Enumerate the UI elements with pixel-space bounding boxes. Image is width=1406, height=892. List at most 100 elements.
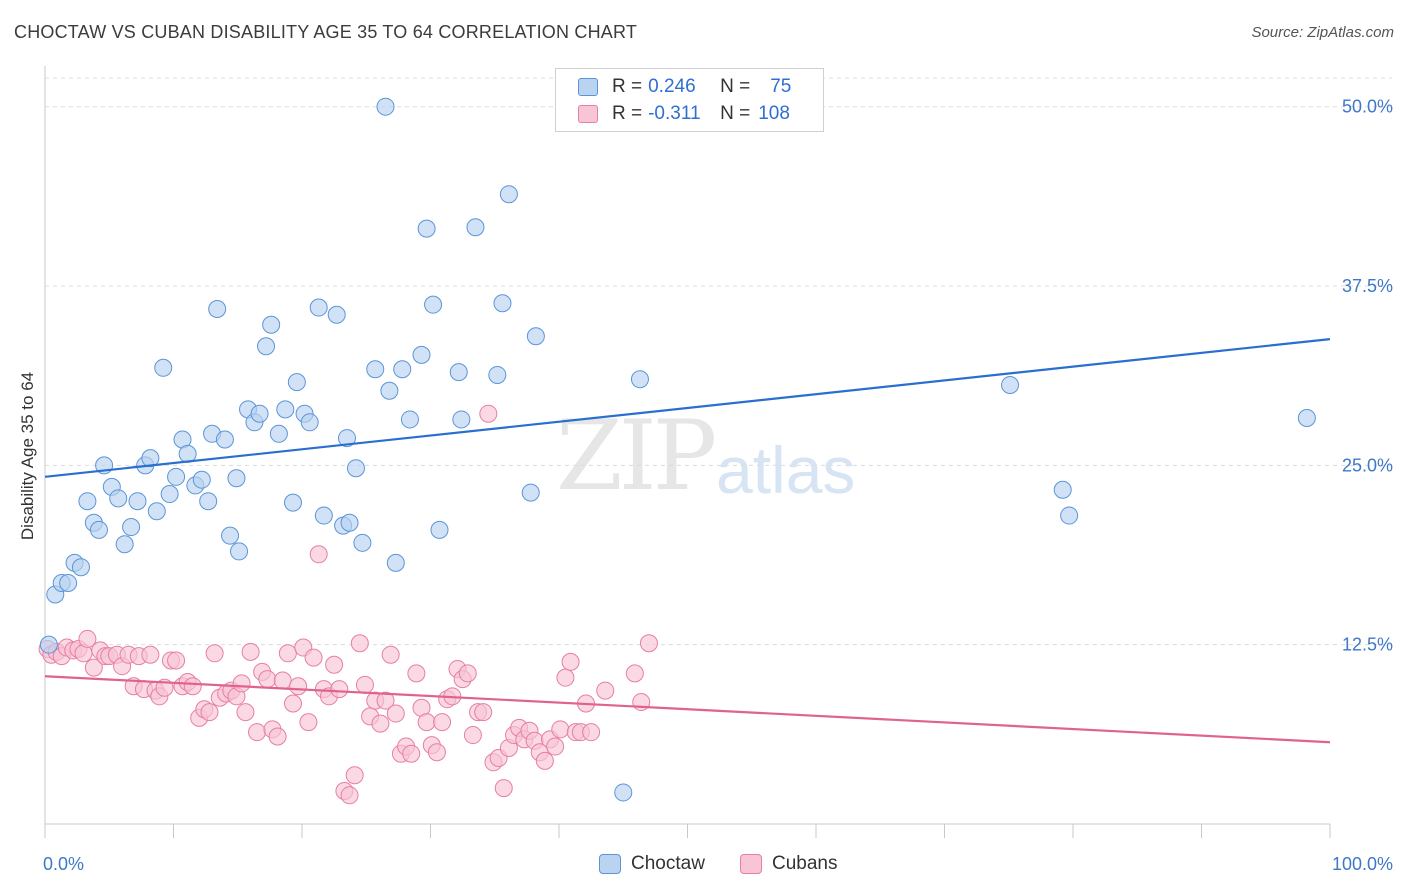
choctaw-point [167,467,186,486]
n-value: 108 [758,103,790,124]
r-value: 0.246 [648,76,696,97]
cubans-point [376,691,395,710]
choctaw-legend-label: Choctaw [631,853,705,874]
cubans-point [236,703,255,722]
cubans-point [268,727,287,746]
y-tick-label: 37.5% [1342,276,1393,296]
choctaw-point [366,360,385,379]
x-tick-label: 100.0% [1332,854,1393,874]
n-label: N = [720,103,751,124]
choctaw-point [309,298,328,317]
choctaw-point [452,410,471,429]
choctaw-point [227,469,246,488]
cubans-point [556,668,575,687]
y-axis-label: Disability Age 35 to 64 [18,371,37,541]
choctaw-point [192,470,211,489]
choctaw-point [257,337,276,356]
cubans-point [458,664,477,683]
cubans-point [479,404,498,423]
cubans-point [494,779,513,798]
cubans-legend-label: Cubans [772,853,838,874]
choctaw-point [466,218,485,237]
cubans-point [78,629,97,648]
cubans-point [407,664,426,683]
trend-line-choctaw [44,338,1331,478]
series-choctaw [39,97,1316,802]
cubans-point [625,664,644,683]
choctaw-point [115,535,134,554]
choctaw-point [493,294,512,313]
trend-lines [44,338,1331,744]
cubans-point [350,634,369,653]
choctaw-point [221,526,240,545]
choctaw-point [1297,409,1316,428]
choctaw-point [122,518,141,537]
cubans-swatch [578,105,598,123]
legend-item-choctaw[interactable]: Choctaw [599,851,705,877]
legend-row-cubans: R = -0.311 N = 108 [578,102,790,126]
cubans-point [371,714,390,733]
choctaw-point [154,358,173,377]
r-label: R = [612,76,643,97]
cubans-point [84,658,103,677]
choctaw-point [400,410,419,429]
cubans-point [427,743,446,762]
cubans-point [309,545,328,564]
n-label: N = [720,76,751,97]
cubans-point [248,723,267,742]
cubans-point [535,751,554,770]
choctaw-point [147,502,166,521]
cubans-point [232,674,251,693]
cubans-point [639,634,658,653]
choctaw-point [250,404,269,423]
choctaw-point [1053,480,1072,499]
choctaw-point [376,97,395,116]
choctaw-point [287,373,306,392]
choctaw-point [417,219,436,238]
choctaw-point [521,483,540,502]
legend-item-cubans[interactable]: Cubans [740,851,838,877]
choctaw-point [208,299,227,318]
cubans-point [273,671,292,690]
cubans-point [381,645,400,664]
y-tick-label: 25.0% [1342,455,1393,475]
choctaw-point [353,533,372,552]
choctaw-point [1060,506,1079,525]
axes [44,66,1331,838]
choctaw-point [128,492,147,511]
cubans-point [340,786,359,805]
trend-line-cubans [44,675,1331,744]
cubans-point [183,677,202,696]
choctaw-point [89,520,108,539]
watermark-atlas: atlas [716,433,856,507]
cubans-point [474,703,493,722]
choctaw-point [499,185,518,204]
cubans-point [141,645,160,664]
tick-labels: 12.5% 25.0% 37.5% 50.0% 0.0% 100.0% [43,97,1393,874]
choctaw-point [337,429,356,448]
choctaw-point [386,553,405,572]
cubans-point [325,655,344,674]
choctaw-point [346,459,365,478]
cubans-point [561,652,580,671]
n-value: 75 [770,76,792,97]
cubans-point [304,648,323,667]
choctaw-point [424,295,443,314]
cubans-point [258,670,277,689]
cubans-point [596,681,615,700]
cubans-point [284,694,303,713]
choctaw-swatch [578,78,598,96]
cubans-point [205,644,224,663]
cubans-point [402,744,421,763]
cubans-point [241,642,260,661]
choctaw-point [614,783,633,802]
choctaw-point [340,513,359,532]
grid-lines [45,77,1392,646]
r-value: -0.311 [648,103,701,124]
cubans-legend-swatch [740,854,762,874]
choctaw-point [160,485,179,504]
cubans-point [330,680,349,699]
choctaw-point [141,449,160,468]
choctaw-point [71,558,90,577]
